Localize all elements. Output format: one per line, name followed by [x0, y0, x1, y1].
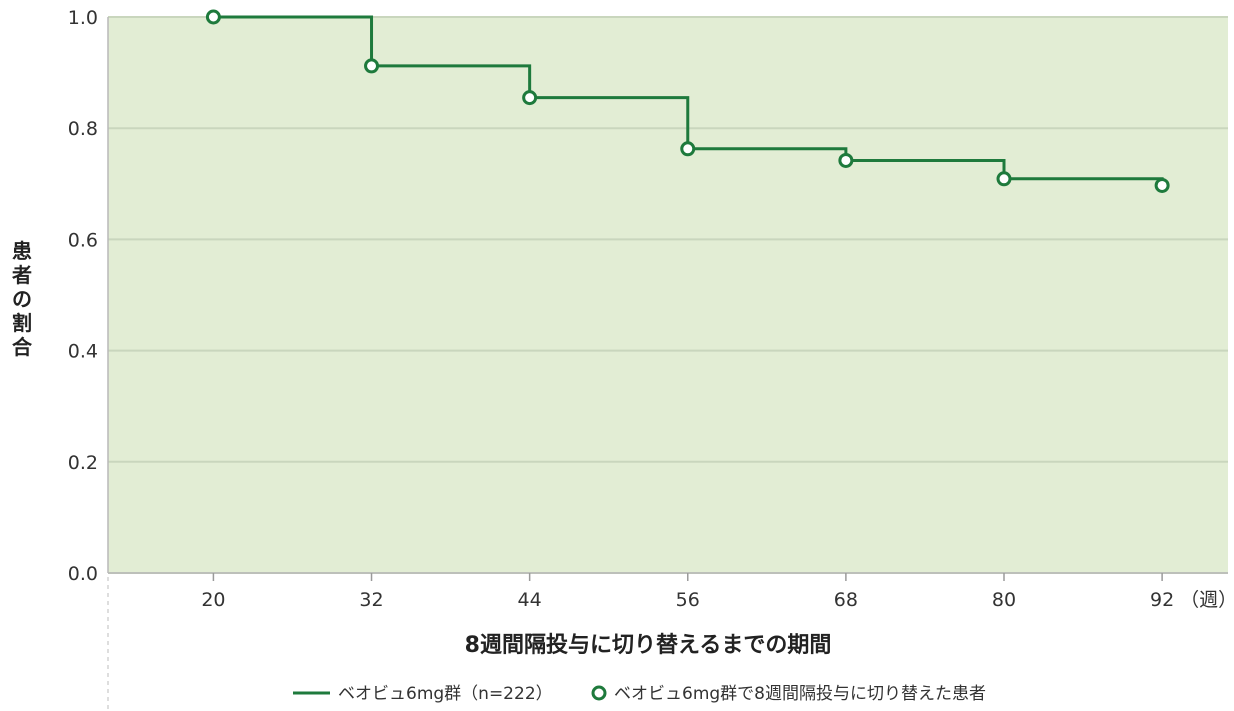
y-tick-label: 0.2 [68, 452, 98, 474]
legend-marker-swatch [591, 685, 607, 701]
x-tick-label: 68 [834, 589, 858, 611]
data-point-marker [838, 152, 854, 168]
data-point-marker [364, 58, 380, 74]
data-point-marker [996, 171, 1012, 187]
legend: ベオビュ6mg群（n=222） ベオビュ6mg群で8週間隔投与に切り替えた患者 [293, 684, 986, 704]
data-point-marker [205, 9, 221, 25]
x-tick-label: 20 [201, 589, 225, 611]
x-tick-label: 44 [518, 589, 542, 611]
x-tick-label: 56 [676, 589, 700, 611]
x-unit-label: （週） [1180, 589, 1234, 611]
legend-series-label: ベオビュ6mg群（n=222） [338, 684, 553, 704]
data-point-marker [1154, 177, 1170, 193]
y-axis-title: 患者の割合 [11, 239, 33, 359]
x-axis-title: 8週間隔投与に切り替えるまでの期間 [465, 633, 832, 658]
x-tick-label: 32 [359, 589, 383, 611]
data-point-marker [522, 90, 538, 106]
y-tick-label: 0.6 [68, 229, 98, 251]
x-tick-labels: 20 32 44 56 68 80 92 [201, 573, 1174, 611]
x-tick-label: 92 [1150, 589, 1174, 611]
x-tick-label: 80 [992, 589, 1016, 611]
y-tick-label: 0.4 [68, 341, 98, 363]
data-point-marker [680, 141, 696, 157]
legend-marker-label: ベオビュ6mg群で8週間隔投与に切り替えた患者 [614, 684, 986, 704]
series-group [205, 9, 1170, 193]
y-tick-labels: 0.0 0.2 0.4 0.6 0.8 1.0 [68, 7, 98, 585]
y-tick-label: 0.8 [68, 118, 98, 140]
y-tick-label: 1.0 [68, 7, 98, 29]
y-tick-label: 0.0 [68, 563, 98, 585]
plot-area [108, 17, 1228, 573]
